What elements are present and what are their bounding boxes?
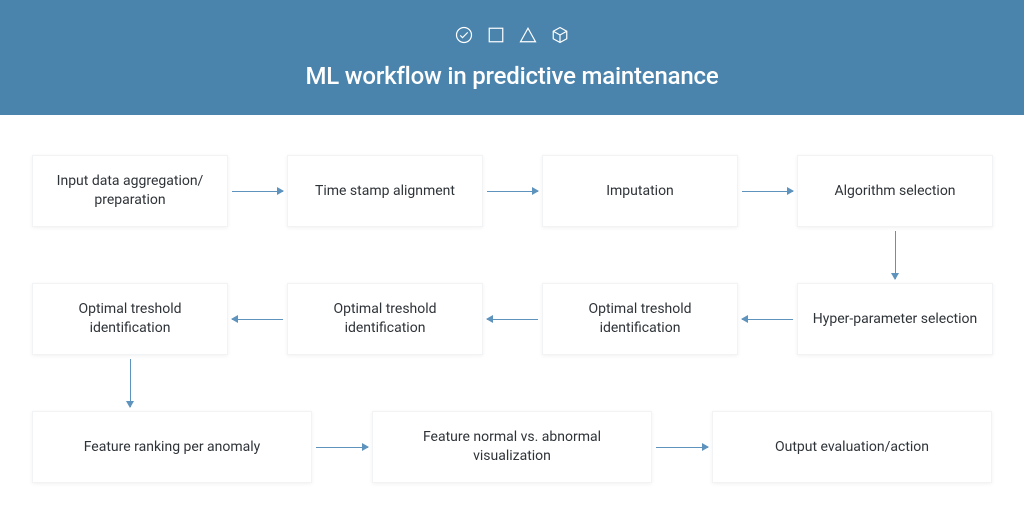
flow-node-label: Feature ranking per anomaly bbox=[84, 438, 261, 457]
check-circle-icon bbox=[455, 26, 473, 44]
flow-node-n7: Optimal treshold identification bbox=[287, 283, 483, 355]
flow-node-label: Input data aggregation/ preparation bbox=[43, 172, 217, 210]
header-icons bbox=[455, 26, 569, 44]
flow-node-label: Optimal treshold identification bbox=[298, 300, 472, 338]
flow-node-label: Output evaluation/action bbox=[775, 438, 929, 457]
flow-node-n2: Time stamp alignment bbox=[287, 155, 483, 227]
header: ML workflow in predictive maintenance bbox=[0, 0, 1024, 115]
page-title: ML workflow in predictive maintenance bbox=[305, 62, 718, 90]
flow-node-n6: Optimal treshold identification bbox=[542, 283, 738, 355]
flow-node-label: Time stamp alignment bbox=[315, 182, 455, 201]
square-icon bbox=[487, 26, 505, 44]
flow-node-label: Hyper-parameter selection bbox=[813, 310, 978, 329]
flow-node-n5: Hyper-parameter selection bbox=[797, 283, 993, 355]
flow-node-n10: Feature normal vs. abnormal visualizatio… bbox=[372, 411, 652, 483]
flowchart: Input data aggregation/ preparation Time … bbox=[0, 115, 1024, 529]
flow-node-n1: Input data aggregation/ preparation bbox=[32, 155, 228, 227]
flow-node-n3: Imputation bbox=[542, 155, 738, 227]
cube-icon bbox=[551, 26, 569, 44]
flow-node-n4: Algorithm selection bbox=[797, 155, 993, 227]
flow-node-label: Algorithm selection bbox=[834, 182, 955, 201]
flow-node-n8: Optimal treshold identification bbox=[32, 283, 228, 355]
flow-node-n9: Feature ranking per anomaly bbox=[32, 411, 312, 483]
flow-node-label: Imputation bbox=[606, 182, 674, 201]
flow-node-label: Optimal treshold identification bbox=[43, 300, 217, 338]
flow-node-n11: Output evaluation/action bbox=[712, 411, 992, 483]
flow-node-label: Optimal treshold identification bbox=[553, 300, 727, 338]
triangle-icon bbox=[519, 26, 537, 44]
flow-node-label: Feature normal vs. abnormal visualizatio… bbox=[383, 428, 641, 466]
